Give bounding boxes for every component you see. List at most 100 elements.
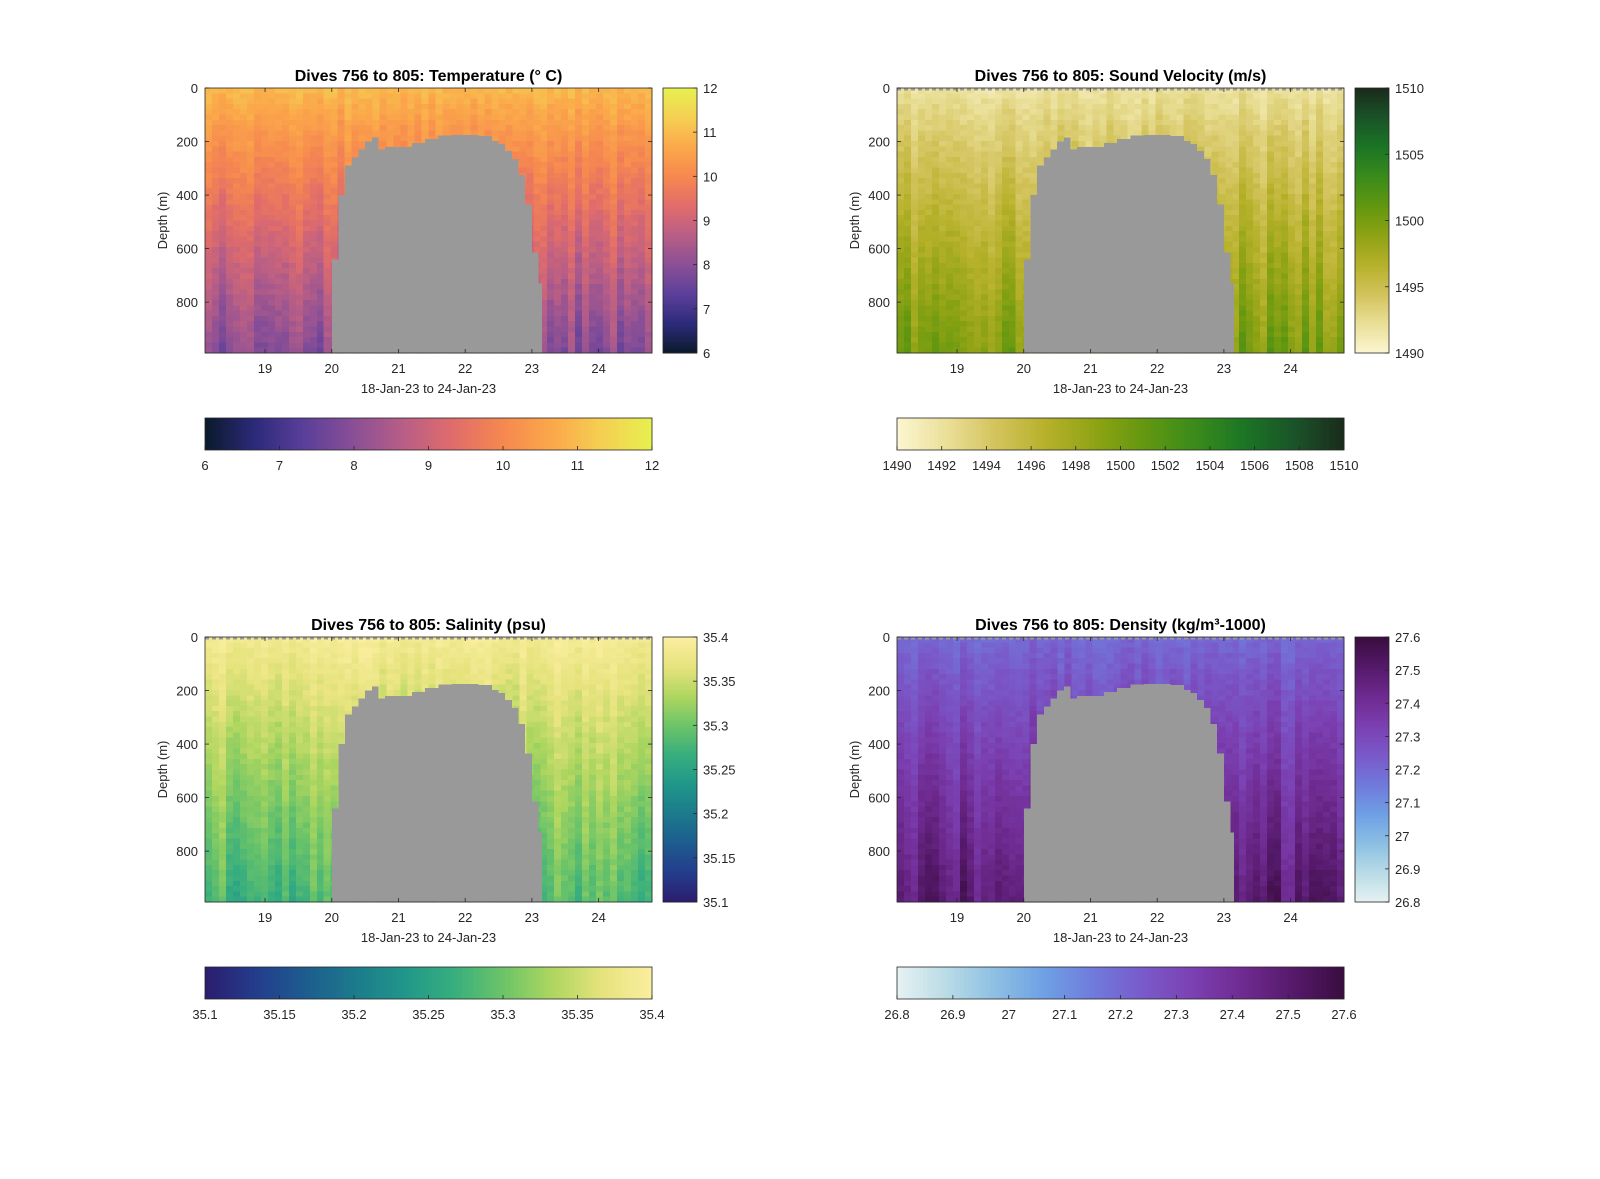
colorbar-bottom-tick-label: 11 — [571, 458, 585, 473]
colorbar-right-tick-label: 10 — [703, 169, 717, 184]
chart-title: Dives 756 to 805: Temperature (° C) — [295, 68, 563, 85]
colorbar-bottom-tick-label: 35.1 — [192, 1007, 217, 1022]
colorbar-bottom — [205, 967, 653, 999]
colorbar-right-tick-label: 35.1 — [703, 895, 728, 910]
x-axis-label: 18-Jan-23 to 24-Jan-23 — [361, 381, 496, 396]
colorbar-right-tick-label: 1505 — [1395, 147, 1424, 162]
y-tick-label: 400 — [176, 188, 198, 203]
y-tick-label: 800 — [868, 295, 890, 310]
colorbar-bottom-tick-label: 1500 — [1106, 458, 1135, 473]
colorbar-bottom-tick-label: 12 — [645, 458, 659, 473]
panel-2: 19 20 21 22 23 24 0 200 400 600 800 Dives 756 to 80… — [847, 68, 1424, 473]
colorbar-right-tick-label: 35.2 — [703, 807, 728, 822]
colorbar-bottom-tick-label: 1506 — [1240, 458, 1269, 473]
colorbar-bottom-tick-label: 27.1 — [1052, 1007, 1077, 1022]
colorbar-right-tick-label: 9 — [703, 214, 710, 229]
axes-frame — [204, 87, 653, 354]
x-tick-label: 23 — [525, 361, 539, 376]
x-axis-label: 18-Jan-23 to 24-Jan-23 — [1053, 381, 1188, 396]
colorbar-bottom-tick-label: 35.35 — [561, 1007, 594, 1022]
no-data-region — [331, 134, 542, 353]
colorbar-right — [1355, 637, 1389, 903]
colorbar-bottom-tick-label: 1492 — [927, 458, 956, 473]
y-tick-label: 200 — [868, 135, 890, 150]
y-tick-label: 800 — [176, 844, 198, 859]
x-tick-label: 23 — [525, 910, 539, 925]
chart-title: Dives 756 to 805: Density (kg/m³-1000) — [975, 617, 1266, 634]
colorbar-right-tick-label: 26.8 — [1395, 895, 1420, 910]
colorbar-bottom-tick-label: 1496 — [1017, 458, 1046, 473]
y-tick-label: 400 — [868, 188, 890, 203]
colorbar-right-tick-label: 35.3 — [703, 718, 728, 733]
y-tick-label: 0 — [883, 630, 890, 645]
colorbar-bottom-tick-label: 27.3 — [1164, 1007, 1189, 1022]
y-tick-label: 200 — [176, 684, 198, 699]
y-tick-label: 800 — [868, 844, 890, 859]
colorbar-bottom-tick-label: 1502 — [1151, 458, 1180, 473]
x-axis-label: 18-Jan-23 to 24-Jan-23 — [361, 930, 496, 945]
y-tick-label: 200 — [868, 684, 890, 699]
x-tick-label: 22 — [1150, 361, 1164, 376]
colorbar-bottom-tick-label: 7 — [276, 458, 283, 473]
y-tick-label: 600 — [868, 242, 890, 257]
colorbar-right-tick-label: 27.6 — [1395, 630, 1420, 645]
x-tick-label: 19 — [258, 910, 272, 925]
colorbar-bottom-tick-label: 35.3 — [490, 1007, 515, 1022]
colorbar-bottom-tick-label: 6 — [201, 458, 208, 473]
colorbar-right-tick-label: 35.15 — [703, 851, 736, 866]
colorbar-right-tick-label: 1510 — [1395, 81, 1424, 96]
x-tick-label: 21 — [1083, 361, 1097, 376]
colorbar-bottom-tick-label: 35.2 — [341, 1007, 366, 1022]
x-tick-label: 23 — [1217, 910, 1231, 925]
colorbar-bottom-tick-label: 27.6 — [1331, 1007, 1356, 1022]
colorbar-bottom-tick-label: 27 — [1002, 1007, 1016, 1022]
y-tick-label: 400 — [176, 737, 198, 752]
x-tick-label: 23 — [1217, 361, 1231, 376]
y-tick-label: 600 — [868, 791, 890, 806]
no-data-region — [331, 683, 542, 902]
colorbar-bottom — [897, 967, 1345, 999]
colorbar-right-tick-label: 1500 — [1395, 214, 1424, 229]
x-tick-label: 20 — [325, 361, 339, 376]
x-tick-label: 22 — [458, 910, 472, 925]
colorbar-bottom-tick-label: 35.15 — [263, 1007, 296, 1022]
y-tick-label: 0 — [883, 81, 890, 96]
x-axis-label: 18-Jan-23 to 24-Jan-23 — [1053, 930, 1188, 945]
x-tick-label: 21 — [391, 910, 405, 925]
x-tick-label: 20 — [1017, 361, 1031, 376]
colorbar-bottom-tick-label: 26.9 — [940, 1007, 965, 1022]
x-tick-label: 21 — [391, 361, 405, 376]
colorbar-bottom-tick-label: 27.4 — [1220, 1007, 1245, 1022]
x-tick-label: 24 — [591, 361, 605, 376]
x-tick-label: 24 — [1283, 361, 1297, 376]
x-tick-label: 24 — [591, 910, 605, 925]
colorbar-right — [663, 88, 697, 354]
colorbar-right — [1355, 88, 1389, 354]
colorbar-bottom — [897, 418, 1345, 450]
axes-frame — [896, 87, 1345, 354]
colorbar-bottom-tick-label: 26.8 — [884, 1007, 909, 1022]
axes-frame — [896, 636, 1345, 903]
colorbar-right-tick-label: 35.35 — [703, 674, 736, 689]
colorbar-bottom-tick-label: 35.25 — [412, 1007, 445, 1022]
colorbar-bottom-tick-label: 27.2 — [1108, 1007, 1133, 1022]
y-axis-label: Depth (m) — [847, 192, 862, 250]
panel-4: 19 20 21 22 23 24 0 200 400 600 800 Dives 756 to 80… — [847, 617, 1420, 1022]
colorbar-right-tick-label: 27 — [1395, 829, 1409, 844]
y-tick-label: 600 — [176, 791, 198, 806]
y-tick-label: 800 — [176, 295, 198, 310]
colorbar-bottom-tick-label: 1504 — [1195, 458, 1224, 473]
colorbar-bottom-tick-label: 1490 — [883, 458, 912, 473]
x-tick-label: 19 — [950, 361, 964, 376]
x-tick-label: 19 — [258, 361, 272, 376]
colorbar-right-tick-label: 27.5 — [1395, 663, 1420, 678]
colorbar-right — [663, 637, 697, 903]
colorbar-bottom-tick-label: 27.5 — [1275, 1007, 1300, 1022]
y-axis-label: Depth (m) — [155, 741, 170, 799]
x-tick-label: 22 — [1150, 910, 1164, 925]
x-tick-label: 21 — [1083, 910, 1097, 925]
colorbar-right-tick-label: 1490 — [1395, 346, 1424, 361]
colorbar-right-tick-label: 27.1 — [1395, 796, 1420, 811]
colorbar-right-tick-label: 35.4 — [703, 630, 728, 645]
colorbar-bottom — [205, 418, 653, 450]
